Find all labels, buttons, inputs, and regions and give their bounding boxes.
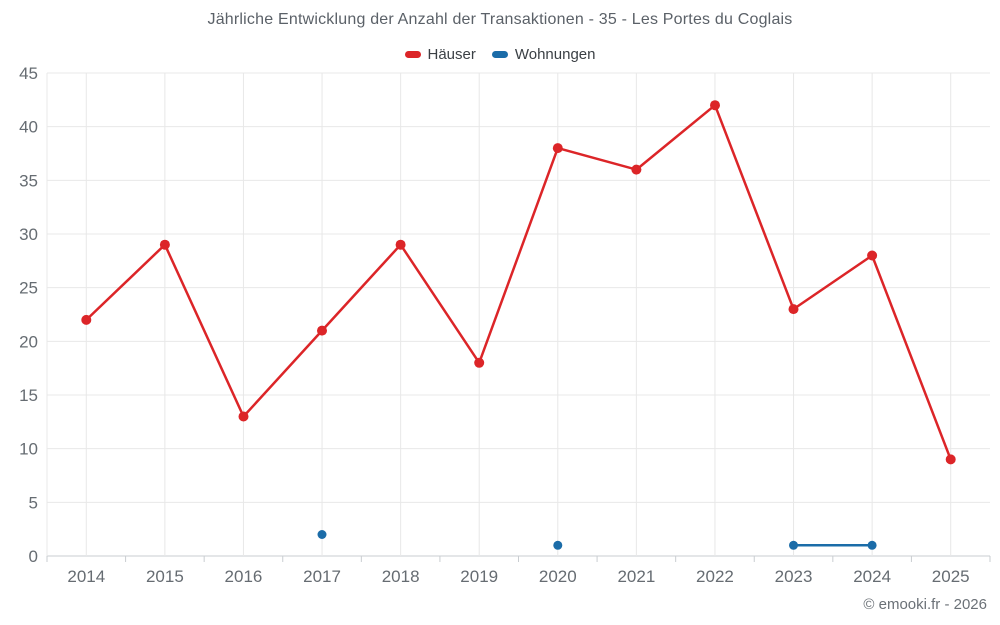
credit-text: © emooki.fr - 2026 (863, 596, 987, 613)
data-point[interactable] (159, 239, 170, 250)
x-tick-label: 2019 (460, 567, 498, 586)
y-tick-label: 30 (19, 225, 38, 244)
x-tick-label: 2016 (225, 567, 263, 586)
gridlines: 0 5 10 15 20 25 30 35 40 45 (19, 64, 990, 566)
data-point[interactable] (553, 540, 563, 550)
data-point[interactable] (474, 357, 485, 368)
data-point[interactable] (788, 304, 799, 315)
data-point[interactable] (317, 530, 327, 539)
x-tick-label: 2022 (696, 567, 734, 586)
legend: Häuser Wohnungen (0, 46, 1000, 63)
x-tick-label: 2021 (617, 567, 655, 586)
x-tick-label: 2020 (539, 567, 577, 586)
legend-item-haeuser[interactable]: Häuser (404, 46, 476, 63)
legend-item-wohnungen[interactable]: Wohnungen (491, 46, 596, 63)
x-tick-label: 2018 (382, 567, 420, 586)
legend-swatch-haeuser-icon (404, 51, 421, 58)
x-tick-label: 2024 (853, 567, 891, 586)
data-point[interactable] (81, 314, 92, 325)
y-tick-label: 35 (19, 171, 38, 190)
x-axis: 2014 2015 2016 2017 2018 2019 2020 2021 2022 2023… (46, 556, 991, 586)
x-tick-label: 2023 (775, 567, 813, 586)
data-point[interactable] (238, 411, 249, 422)
x-tick-label: 2025 (932, 567, 970, 586)
data-point[interactable] (867, 250, 878, 261)
data-point[interactable] (945, 454, 956, 465)
y-tick-label: 40 (19, 118, 38, 137)
data-point[interactable] (552, 143, 563, 154)
legend-label-haeuser: Häuser (427, 46, 476, 63)
y-tick-label: 25 (19, 279, 38, 298)
y-tick-label: 0 (29, 547, 38, 566)
data-point[interactable] (867, 540, 877, 550)
legend-swatch-wohnungen-icon (491, 51, 508, 58)
y-tick-label: 5 (29, 493, 38, 512)
series-h-user (81, 100, 956, 465)
data-point[interactable] (395, 239, 406, 250)
data-point[interactable] (789, 540, 798, 550)
x-tick-label: 2014 (67, 567, 105, 586)
y-tick-label: 20 (19, 332, 38, 351)
y-tick-label: 15 (19, 386, 38, 405)
data-point[interactable] (631, 164, 642, 175)
x-tick-label: 2017 (303, 567, 341, 586)
series-line (85, 103, 952, 461)
y-tick-label: 45 (19, 64, 38, 83)
data-point[interactable] (317, 325, 327, 336)
series-wohnungen (317, 530, 877, 550)
x-tick-label: 2015 (146, 567, 184, 586)
data-point[interactable] (710, 100, 720, 111)
chart-title: Jährliche Entwicklung der Anzahl der Tra… (207, 11, 793, 28)
y-tick-label: 10 (19, 440, 38, 459)
legend-label-wohnungen: Wohnungen (514, 46, 596, 63)
